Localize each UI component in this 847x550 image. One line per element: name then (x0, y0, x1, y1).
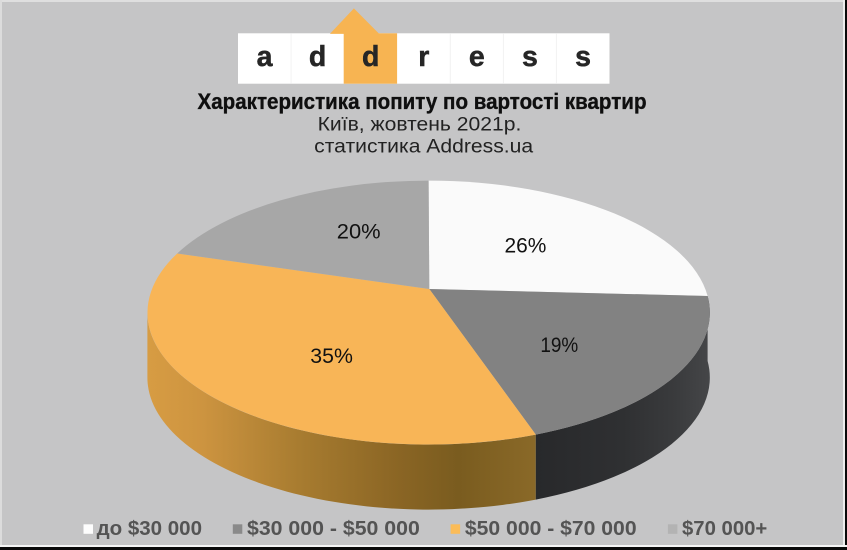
svg-text:s: s (575, 41, 591, 73)
svg-text:до $30 000: до $30 000 (97, 518, 202, 540)
svg-text:$50 000 - $70 000: $50 000 - $70 000 (465, 518, 637, 540)
svg-text:35%: 35% (310, 345, 353, 368)
svg-text:статистика Address.ua: статистика Address.ua (314, 137, 533, 158)
svg-text:$30 000 - $50 000: $30 000 - $50 000 (247, 518, 420, 540)
svg-text:d: d (362, 41, 379, 73)
svg-text:e: e (469, 41, 485, 73)
svg-text:Київ, жовтень 2021р.: Київ, жовтень 2021р. (318, 114, 522, 135)
svg-text:r: r (418, 41, 429, 73)
svg-text:s: s (522, 41, 538, 73)
svg-text:$70 000+: $70 000+ (682, 518, 767, 540)
svg-text:Характеристика попиту по варто: Характеристика попиту по вартості кварти… (198, 89, 647, 114)
svg-text:26%: 26% (504, 235, 546, 258)
svg-text:20%: 20% (337, 220, 381, 243)
svg-text:d: d (309, 41, 326, 73)
svg-text:a: a (257, 41, 274, 73)
svg-text:19%: 19% (540, 334, 578, 357)
